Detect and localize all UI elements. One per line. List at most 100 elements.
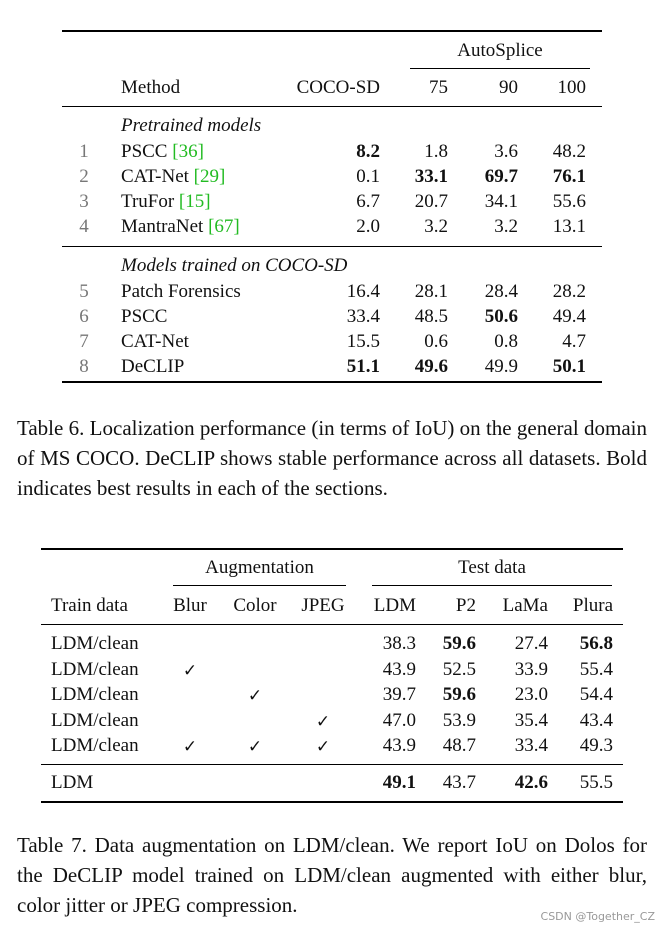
- method-name-text: MantraNet: [121, 216, 204, 237]
- check-icon: ✓: [182, 660, 198, 681]
- method-name: PSCC [36]: [121, 141, 204, 163]
- method-name-text: CAT-Net: [121, 331, 189, 352]
- train-data-cell: LDM/clean: [51, 633, 139, 654]
- value-cell: 4.7: [562, 331, 586, 352]
- method-name: MantraNet [67]: [121, 216, 240, 238]
- value-cell: 34.1: [484, 191, 518, 212]
- train-data-cell: LDM/clean: [51, 709, 139, 731]
- value-cell: 15.5: [346, 331, 380, 352]
- row-index: 4: [79, 216, 89, 237]
- citation-link[interactable]: [29]: [188, 166, 226, 187]
- table6-header-75: 75: [429, 77, 448, 98]
- value-cell: 0.6: [424, 331, 448, 352]
- table7-header-blur: Blur: [173, 595, 207, 616]
- citation-link[interactable]: [36]: [167, 141, 204, 162]
- table6-header-method: Method: [121, 77, 181, 98]
- value-cell: 49.6: [414, 356, 448, 377]
- table6-header-90: 90: [499, 77, 518, 98]
- table6-section-title: Pretrained models: [121, 115, 262, 136]
- table6-caption: Table 6. Localization performance (in te…: [17, 416, 647, 500]
- value-cell: 33.4: [514, 735, 548, 756]
- row-index: 7: [79, 331, 89, 352]
- citation-link[interactable]: [15]: [174, 191, 211, 212]
- train-data-cell: LDM/clean: [51, 735, 139, 756]
- method-name: PSCC: [121, 306, 167, 328]
- table6-header-rule: [62, 106, 602, 107]
- train-data-cell: LDM/clean: [51, 684, 139, 705]
- value-cell: 8.2: [356, 141, 380, 162]
- value-cell: 16.4: [346, 281, 380, 302]
- value-cell: 48.5: [414, 306, 448, 327]
- value-cell: 49.1: [382, 772, 416, 793]
- value-cell: 49.4: [552, 306, 586, 327]
- value-cell: 20.7: [414, 191, 448, 212]
- value-cell: 43.7: [442, 772, 476, 793]
- method-name: DeCLIP: [121, 356, 184, 378]
- row-index: 2: [79, 166, 89, 187]
- table7-header-test-data: Test data: [458, 557, 526, 578]
- table7-header-color: Color: [233, 595, 277, 616]
- method-name-text: PSCC: [121, 141, 168, 162]
- check-icon: ✓: [247, 737, 263, 757]
- method-name-text: DeCLIP: [121, 356, 185, 377]
- value-cell: 59.6: [442, 633, 476, 654]
- value-cell: 43.9: [382, 658, 416, 680]
- value-cell: 50.1: [552, 356, 586, 377]
- table7-final-rule: [41, 764, 623, 765]
- method-name-text: PSCC: [121, 306, 168, 327]
- citation-link[interactable]: [67]: [203, 216, 240, 237]
- check-icon: ✓: [182, 737, 198, 757]
- table6-top-rule: [62, 30, 602, 32]
- value-cell: 76.1: [552, 166, 586, 187]
- train-data-cell: LDM: [51, 772, 94, 793]
- value-cell: 43.9: [382, 735, 416, 756]
- method-name: TruFor [15]: [121, 191, 211, 213]
- table7-test-data-cmidrule: [372, 585, 612, 586]
- value-cell: 52.5: [442, 658, 476, 680]
- value-cell: 49.3: [579, 735, 613, 756]
- value-cell: 54.4: [579, 684, 613, 705]
- value-cell: 48.2: [552, 141, 586, 162]
- table7-header-plura: Plura: [572, 595, 613, 616]
- table7-bottom-rule: [41, 801, 623, 803]
- table6-header-coco-sd: COCO-SD: [296, 77, 380, 98]
- table7-header-train-data: Train data: [51, 595, 128, 616]
- value-cell: 28.4: [484, 281, 518, 302]
- table7-augmentation-cmidrule: [173, 585, 346, 586]
- table6-header-100: 100: [557, 77, 587, 98]
- value-cell: 69.7: [484, 166, 518, 187]
- value-cell: 3.6: [494, 141, 518, 162]
- method-name-text: TruFor: [121, 191, 175, 212]
- row-index: 1: [79, 141, 89, 162]
- value-cell: 48.7: [442, 735, 476, 756]
- value-cell: 1.8: [424, 141, 448, 162]
- value-cell: 33.1: [414, 166, 448, 187]
- watermark: CSDN @Together_CZ: [540, 910, 655, 923]
- table7-header-lama: LaMa: [502, 595, 548, 616]
- value-cell: 55.6: [552, 191, 586, 212]
- row-index: 6: [79, 306, 89, 327]
- value-cell: 49.9: [484, 356, 518, 377]
- row-index: 3: [79, 191, 89, 212]
- value-cell: 23.0: [514, 684, 548, 705]
- value-cell: 42.6: [514, 772, 548, 793]
- value-cell: 47.0: [382, 709, 416, 731]
- value-cell: 50.6: [484, 306, 518, 327]
- train-data-cell: LDM/clean: [51, 658, 139, 680]
- value-cell: 39.7: [382, 684, 416, 705]
- method-name-text: CAT-Net: [121, 166, 189, 187]
- value-cell: 2.0: [356, 216, 380, 237]
- value-cell: 56.8: [579, 633, 613, 654]
- value-cell: 35.4: [514, 709, 548, 731]
- method-name: Patch Forensics: [121, 281, 241, 303]
- value-cell: 33.4: [346, 306, 380, 327]
- method-name: CAT-Net [29]: [121, 166, 225, 188]
- row-index: 5: [79, 281, 89, 302]
- value-cell: 43.4: [579, 709, 613, 731]
- check-icon: ✓: [315, 737, 331, 757]
- table6-header-autosplice: AutoSplice: [457, 40, 543, 61]
- value-cell: 28.1: [414, 281, 448, 302]
- value-cell: 0.8: [494, 331, 518, 352]
- value-cell: 3.2: [424, 216, 448, 237]
- value-cell: 53.9: [442, 709, 476, 731]
